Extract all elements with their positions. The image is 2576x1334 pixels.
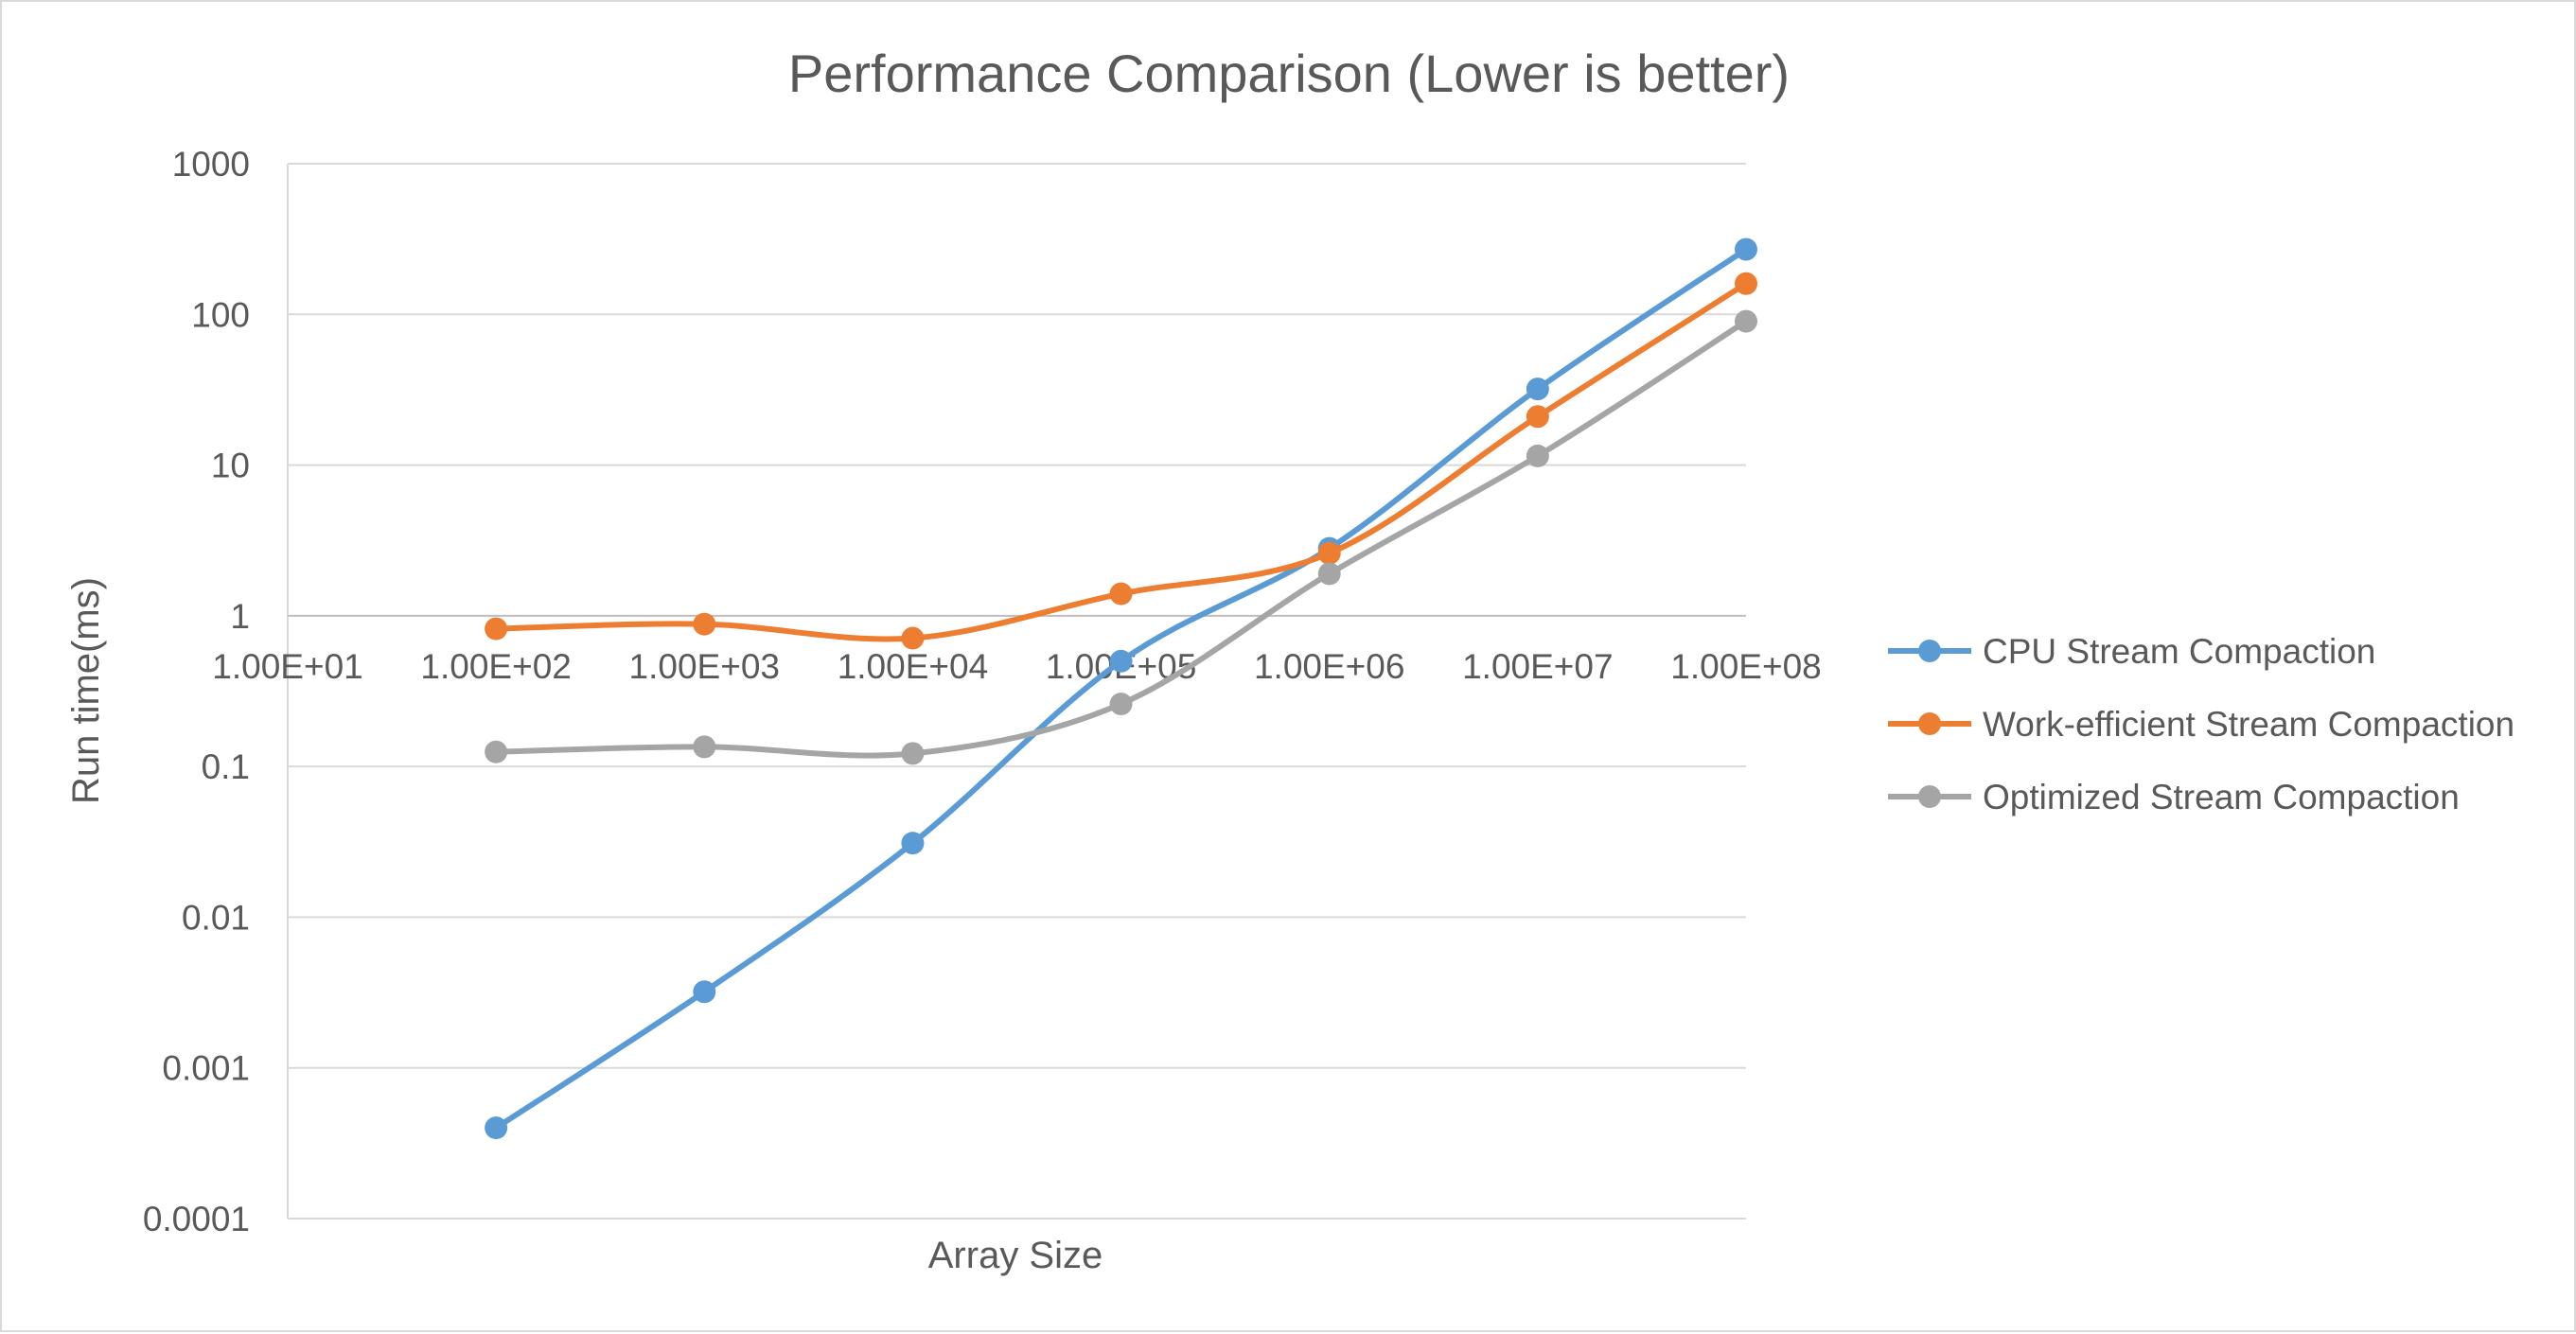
y-tick-label: 1000 bbox=[172, 145, 250, 184]
data-point-1-5 bbox=[1526, 405, 1549, 429]
data-point-2-5 bbox=[1526, 444, 1549, 467]
x-tick-label: 1.00E+01 bbox=[212, 647, 362, 686]
x-tick-label: 1.00E+04 bbox=[838, 647, 988, 686]
x-tick-label: 1.00E+07 bbox=[1462, 647, 1613, 686]
data-point-1-2 bbox=[901, 626, 925, 650]
series-line-0 bbox=[493, 246, 1749, 1132]
y-tick-label: 0.01 bbox=[182, 898, 250, 937]
y-tick-label: 0.001 bbox=[162, 1049, 250, 1088]
y-tick-label: 10 bbox=[211, 447, 250, 485]
y-tick-label: 0.1 bbox=[202, 747, 250, 786]
legend-marker-2 bbox=[1918, 785, 1941, 808]
data-point-0-0 bbox=[485, 1116, 508, 1140]
y-tick-label: 0.0001 bbox=[143, 1200, 250, 1238]
legend-marker-1 bbox=[1918, 712, 1941, 735]
data-point-0-1 bbox=[693, 980, 716, 1004]
data-point-0-6 bbox=[1735, 237, 1757, 261]
x-tick-label: 1.00E+02 bbox=[420, 647, 571, 686]
legend-label-0: CPU Stream Compaction bbox=[1983, 632, 2375, 671]
data-point-2-2 bbox=[901, 742, 925, 765]
x-tick-label: 1.00E+03 bbox=[629, 647, 780, 686]
data-point-2-4 bbox=[1317, 562, 1341, 586]
data-point-2-0 bbox=[485, 740, 508, 764]
x-axis-title: Array Size bbox=[928, 1235, 1103, 1276]
data-point-2-3 bbox=[1109, 693, 1133, 716]
x-tick-label: 1.00E+08 bbox=[1670, 647, 1821, 686]
y-tick-label: 100 bbox=[191, 295, 250, 334]
data-point-1-1 bbox=[693, 612, 716, 636]
data-point-0-2 bbox=[901, 832, 925, 855]
data-point-0-3 bbox=[1109, 649, 1133, 673]
x-tick-labels: 1.00E+011.00E+021.00E+031.00E+041.00E+05… bbox=[212, 647, 1821, 686]
chart-title: Performance Comparison (Lower is better) bbox=[788, 44, 1790, 103]
data-point-0-5 bbox=[1526, 377, 1549, 401]
data-point-1-4 bbox=[1317, 541, 1341, 565]
data-point-2-1 bbox=[693, 735, 716, 759]
legend-label-1: Work-efficient Stream Compaction bbox=[1983, 705, 2514, 744]
legend-label-2: Optimized Stream Compaction bbox=[1983, 778, 2460, 816]
series-layer bbox=[485, 237, 1757, 1140]
series-line-2 bbox=[493, 318, 1749, 759]
data-point-1-0 bbox=[485, 617, 508, 641]
y-tick-labels: 0.0001 0.001 0.01 0.1 1 10 100 1000 bbox=[143, 145, 250, 1238]
data-point-1-6 bbox=[1735, 272, 1757, 295]
y-axis-title: Run time(ms) bbox=[65, 577, 107, 804]
data-point-1-3 bbox=[1109, 582, 1133, 606]
y-tick-label: 1 bbox=[230, 597, 250, 636]
legend: CPU Stream Compaction Work-efficient Stre… bbox=[1888, 632, 2514, 816]
legend-marker-0 bbox=[1918, 640, 1941, 662]
x-tick-label: 1.00E+06 bbox=[1254, 647, 1404, 686]
data-point-2-6 bbox=[1735, 309, 1757, 333]
grid-lines bbox=[287, 163, 1746, 1220]
